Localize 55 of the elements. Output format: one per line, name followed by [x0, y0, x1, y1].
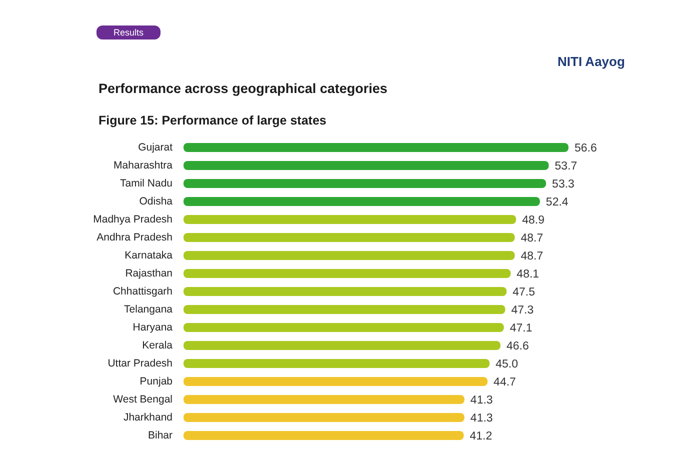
bar [184, 143, 568, 152]
data-label: 41.3 [470, 412, 493, 424]
y-tick-label: Andhra Pradesh [96, 232, 173, 244]
data-label: 48.1 [516, 268, 540, 280]
y-tick-label: Madhya Pradesh [93, 214, 173, 226]
data-label: 53.3 [552, 178, 574, 190]
data-label: 44.7 [494, 376, 516, 388]
bar [184, 305, 506, 314]
bar [184, 287, 507, 296]
y-tick-label: Kerala [142, 340, 173, 352]
data-label: 48.9 [522, 214, 545, 226]
y-tick-label: Uttar Pradesh [108, 358, 173, 370]
data-label: 47.1 [510, 322, 532, 334]
bar [184, 197, 540, 206]
bar [184, 377, 488, 386]
data-label: 56.6 [574, 142, 597, 154]
bar [184, 323, 504, 332]
data-label: 52.4 [546, 196, 569, 208]
bar [184, 431, 464, 440]
data-label: 47.5 [512, 286, 535, 298]
y-tick-label: Bihar [148, 430, 174, 442]
bar [184, 233, 515, 242]
bar [184, 341, 500, 350]
y-tick-label: Gujarat [138, 142, 173, 154]
text: NITI Aayog [558, 54, 625, 69]
data-label: 41.2 [470, 430, 492, 442]
text: Results [113, 28, 144, 38]
chart-title: Performance across geographical categories [98, 81, 388, 96]
bar [184, 161, 549, 170]
y-tick-label: Haryana [132, 322, 173, 334]
bar [184, 269, 511, 278]
y-tick-label: Chhattisgarh [112, 286, 173, 298]
data-label: 47.3 [511, 304, 534, 316]
chart-subtitle: Figure 15: Performance of large states [98, 114, 326, 128]
data-label: 46.6 [506, 340, 529, 352]
data-label: 53.7 [554, 160, 578, 172]
y-tick-label: Rajasthan [125, 268, 173, 280]
bar [184, 179, 546, 188]
y-tick-label: Tamil Nadu [120, 178, 173, 190]
bar [184, 395, 464, 404]
bar [184, 359, 490, 368]
y-tick-label: Karnataka [124, 250, 173, 262]
bar [184, 215, 516, 224]
data-label: 48.7 [520, 250, 544, 262]
y-tick-label: Jharkhand [123, 412, 173, 424]
y-tick-label: Maharashtra [114, 160, 173, 172]
y-tick-label: Punjab [140, 376, 173, 388]
data-label: 41.3 [470, 394, 493, 406]
y-tick-label: Odisha [139, 196, 173, 208]
bar [184, 413, 464, 422]
data-label: 48.7 [520, 232, 544, 244]
y-tick-label: West Bengal [113, 394, 173, 406]
data-label: 45.0 [496, 358, 518, 370]
bar [184, 251, 515, 260]
y-tick-label: Telangana [124, 304, 173, 316]
